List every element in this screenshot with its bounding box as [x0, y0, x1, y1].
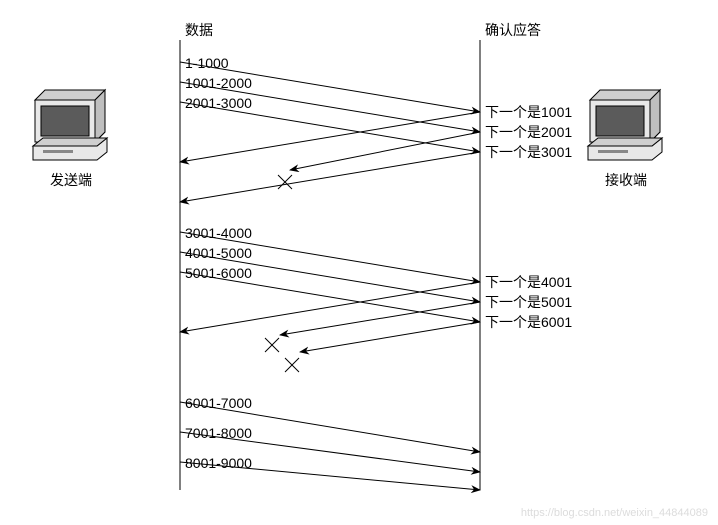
data-label: 6001-7000	[185, 395, 252, 411]
data-label: 2001-3000	[185, 95, 252, 111]
ack-label: 下一个是3001	[485, 142, 572, 162]
data-label: 5001-6000	[185, 265, 252, 281]
sender-label: 发送端	[50, 170, 92, 190]
ack-label: 下一个是5001	[485, 292, 572, 312]
header-right: 确认应答	[485, 20, 541, 40]
ack-label: 下一个是6001	[485, 312, 572, 332]
ack-label: 下一个是4001	[485, 272, 572, 292]
data-label: 7001-8000	[185, 425, 252, 441]
data-label: 8001-9000	[185, 455, 252, 471]
data-label: 3001-4000	[185, 225, 252, 241]
header-left: 数据	[185, 20, 213, 40]
data-label: 1-1000	[185, 55, 229, 71]
ack-label: 下一个是1001	[485, 102, 572, 122]
data-label: 4001-5000	[185, 245, 252, 261]
diagram-svg	[0, 0, 718, 525]
ack-label: 下一个是2001	[485, 122, 572, 142]
data-label: 1001-2000	[185, 75, 252, 91]
watermark: https://blog.csdn.net/weixin_44844089	[521, 507, 708, 519]
receiver-label: 接收端	[605, 170, 647, 190]
